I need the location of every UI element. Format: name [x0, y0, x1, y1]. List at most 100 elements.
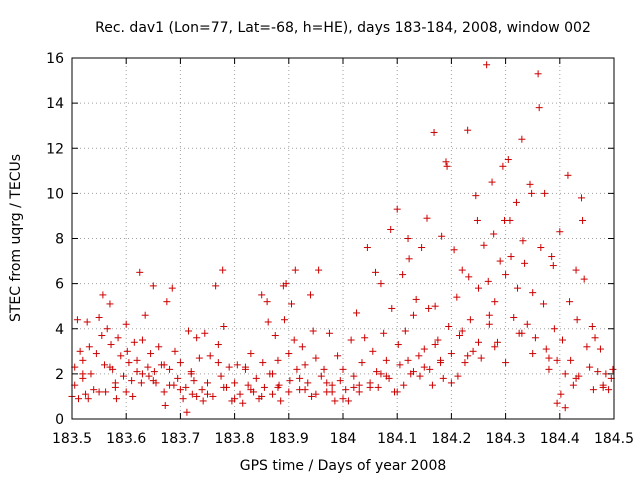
data-point: [485, 311, 493, 319]
data-point: [195, 354, 203, 362]
x-tick-label: 183.6: [106, 431, 146, 447]
data-point: [418, 244, 426, 252]
data-point: [166, 381, 174, 389]
data-point: [344, 397, 352, 405]
data-point: [502, 359, 510, 367]
chart-title: Rec. dav1 (Lon=77, Lat=-68, h=HE), days …: [95, 20, 591, 36]
data-point: [566, 298, 574, 306]
y-tick-label: 12: [46, 141, 64, 157]
data-point: [528, 189, 536, 197]
data-point: [599, 383, 607, 391]
data-point: [380, 329, 388, 337]
data-point: [438, 232, 446, 240]
data-point: [106, 363, 114, 371]
data-point: [594, 368, 602, 376]
data-point: [521, 259, 529, 267]
data-point: [282, 280, 290, 288]
y-axis-label: STEC from uqrg / TECUs: [8, 154, 24, 322]
data-point: [138, 336, 146, 344]
x-tick-label: 183.8: [215, 431, 255, 447]
data-point: [483, 61, 491, 69]
data-point: [564, 171, 572, 179]
data-point: [605, 386, 613, 394]
data-point: [480, 241, 488, 249]
data-point: [428, 381, 436, 389]
data-point: [504, 156, 512, 164]
data-point: [106, 300, 114, 308]
data-point: [561, 370, 569, 378]
x-tick-label: 184.3: [486, 431, 526, 447]
data-point: [220, 322, 228, 330]
x-tick-label: 184: [330, 431, 357, 447]
data-point: [269, 390, 277, 398]
data-point: [214, 341, 222, 349]
data-point: [382, 356, 390, 364]
data-point: [312, 354, 320, 362]
data-point: [557, 390, 565, 398]
data-point: [458, 266, 466, 274]
data-point: [454, 372, 462, 380]
data-point: [258, 392, 266, 400]
data-point: [90, 386, 98, 394]
x-tick-label: 183.5: [52, 431, 92, 447]
data-point: [534, 70, 542, 78]
data-point: [149, 377, 157, 385]
data-point: [372, 268, 380, 276]
data-point: [377, 280, 385, 288]
data-point: [531, 334, 539, 342]
y-tick-label: 16: [46, 51, 64, 67]
tick-labels: 183.5 183.6 183.7 183.8 183.9 184 184.1 184.2 18…: [46, 51, 634, 447]
data-point: [591, 334, 599, 342]
data-point: [412, 295, 420, 303]
data-point: [609, 365, 617, 373]
data-point: [425, 304, 433, 312]
data-point: [183, 408, 191, 416]
data-point: [138, 370, 146, 378]
data-point: [128, 377, 136, 385]
data-point: [320, 365, 328, 373]
data-point: [107, 341, 115, 349]
data-point: [549, 262, 557, 270]
data-point: [409, 311, 417, 319]
data-point: [496, 257, 504, 265]
data-point: [315, 266, 323, 274]
data-point: [112, 395, 120, 403]
data-point: [423, 214, 431, 222]
data-point: [387, 225, 395, 233]
data-point: [119, 372, 127, 380]
data-point: [277, 397, 285, 405]
data-point: [400, 381, 408, 389]
data-point: [512, 198, 520, 206]
data-point: [95, 313, 103, 321]
data-point: [209, 392, 217, 400]
data-point: [469, 347, 477, 355]
data-point: [225, 363, 233, 371]
data-point: [298, 343, 306, 351]
data-point: [125, 359, 133, 367]
data-point: [358, 359, 366, 367]
data-point: [572, 266, 580, 274]
data-point: [85, 343, 93, 351]
data-point: [502, 271, 510, 279]
data-point: [456, 332, 464, 340]
data-point: [465, 273, 473, 281]
data-point: [75, 395, 83, 403]
data-point: [523, 320, 531, 328]
data-point: [473, 216, 481, 224]
data-point: [519, 237, 527, 245]
data-point: [285, 388, 293, 396]
data-point: [312, 390, 320, 398]
data-point: [82, 390, 90, 398]
x-tick-label: 183.7: [160, 431, 200, 447]
data-point: [561, 404, 569, 412]
data-point: [325, 329, 333, 337]
data-point: [99, 291, 107, 299]
data-point: [258, 291, 266, 299]
data-point: [83, 318, 91, 326]
data-point: [556, 228, 564, 236]
data-point: [553, 356, 561, 364]
data-point: [73, 316, 81, 324]
data-point: [374, 383, 382, 391]
data-point: [485, 320, 493, 328]
data-point: [244, 381, 252, 389]
